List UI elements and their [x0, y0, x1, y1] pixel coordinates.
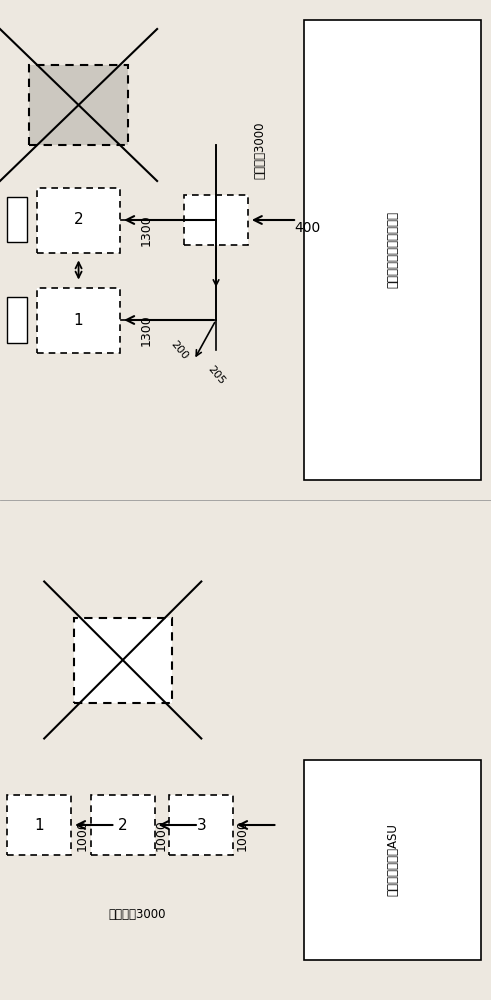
Bar [7, 795, 71, 855]
Bar [91, 795, 155, 855]
Bar [169, 795, 233, 855]
Bar [304, 760, 481, 960]
Bar [74, 617, 172, 702]
Text: 200: 200 [168, 339, 190, 361]
Text: 1000: 1000 [155, 819, 167, 851]
Text: 3: 3 [196, 818, 206, 832]
Text: 海容气量3000: 海容气量3000 [108, 908, 165, 922]
Text: 1000: 1000 [236, 819, 248, 851]
Bar [7, 197, 27, 242]
Text: 1: 1 [34, 818, 44, 832]
Text: 2: 2 [74, 213, 83, 228]
Text: 一个完整的备用ASU: 一个完整的备用ASU [386, 824, 399, 896]
Text: 2: 2 [118, 818, 128, 832]
Text: 400: 400 [295, 221, 321, 234]
Text: 205: 205 [205, 364, 227, 386]
Bar [304, 20, 481, 480]
Bar [37, 188, 120, 252]
Text: 1300: 1300 [140, 314, 153, 346]
Bar [7, 298, 27, 342]
Text: 1300: 1300 [140, 214, 153, 246]
Text: 用于备用的一个氯发生器: 用于备用的一个氯发生器 [386, 212, 399, 288]
Bar [184, 195, 248, 245]
Bar [37, 288, 120, 353]
Text: 1: 1 [74, 313, 83, 328]
Text: 1000: 1000 [76, 819, 89, 851]
Text: 海容气量3000: 海容气量3000 [254, 121, 267, 179]
Bar [29, 65, 128, 145]
